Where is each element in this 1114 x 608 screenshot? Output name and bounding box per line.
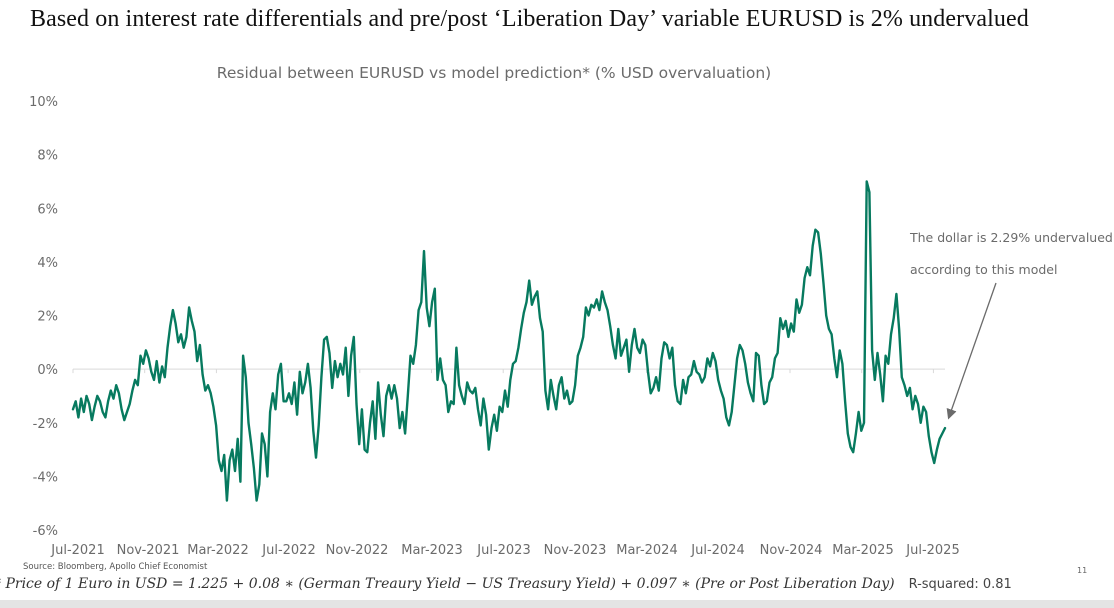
y-tick-label: 4%: [37, 256, 58, 271]
x-tick-label: Jul-2022: [261, 543, 315, 558]
formula-text: Price of 1 Euro in USD = 1.225 + 0.08 ∗ …: [5, 576, 895, 592]
x-tick-label: Mar-2025: [832, 543, 893, 558]
x-axis: Jul-2021 Nov-2021 Mar-2022 Jul-2022 Nov-2022…: [50, 543, 959, 558]
x-tick-label: Jul-2021: [50, 543, 104, 558]
formula-prefix: *: [0, 576, 5, 592]
y-tick-label: -2%: [33, 417, 58, 432]
x-tick-label: Nov-2024: [760, 543, 823, 558]
x-tick-label: Jul-2024: [690, 543, 744, 558]
x-tick-label: Nov-2021: [117, 543, 180, 558]
x-tick-label: Mar-2024: [616, 543, 677, 558]
y-tick-label: -6%: [33, 524, 58, 539]
zero-line-group: [72, 368, 945, 374]
y-axis: 10% 8% 6% 4% 2% 0% -2% -4% -6%: [29, 95, 58, 539]
annotation-line-1: The dollar is 2.29% undervalued: [910, 230, 1113, 245]
source-note: Source: Bloomberg, Apollo Chief Economis…: [23, 562, 208, 572]
x-tick-label: Mar-2023: [401, 543, 462, 558]
r-squared: R-squared: 0.81: [908, 577, 1012, 592]
x-tick-label: Mar-2022: [187, 543, 248, 558]
x-tick-label: Jul-2023: [476, 543, 530, 558]
annotation-arrow-group: [946, 282, 997, 420]
model-formula: * Price of 1 Euro in USD = 1.225 + 0.08 …: [0, 576, 1012, 592]
y-tick-label: 2%: [37, 310, 58, 325]
y-tick-label: 0%: [37, 363, 58, 378]
x-tick-label: Jul-2025: [905, 543, 959, 558]
y-tick-label: 10%: [29, 95, 58, 110]
page-number: 11: [1077, 566, 1088, 575]
x-tick-label: Nov-2023: [544, 543, 607, 558]
footer-bar: [0, 600, 1114, 608]
x-tick-label: Nov-2022: [326, 543, 389, 558]
y-tick-label: -4%: [33, 470, 58, 485]
annotation-line-2: according to this model: [910, 262, 1058, 277]
chart-title: Residual between EURUSD vs model predict…: [216, 64, 772, 82]
annotation-arrow: [946, 282, 997, 420]
series-group: [71, 180, 947, 502]
series-line: [71, 180, 947, 502]
y-tick-label: 6%: [37, 202, 58, 217]
y-tick-label: 8%: [37, 149, 58, 164]
slide-title: Based on interest rate differentials and…: [30, 6, 1029, 32]
